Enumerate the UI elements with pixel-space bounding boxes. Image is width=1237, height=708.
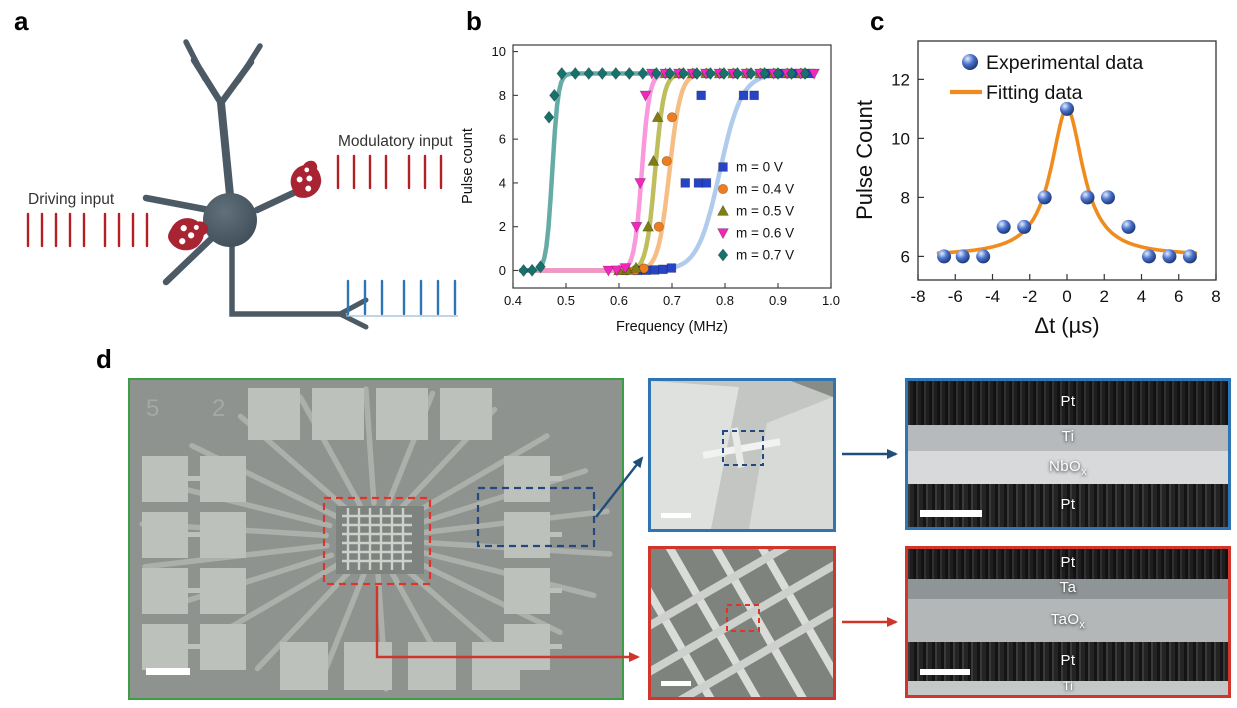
red-dashed-roi bbox=[726, 604, 760, 632]
y-axis-ticks: 6 8 10 12 bbox=[891, 70, 924, 266]
layer-pt: Pt bbox=[908, 381, 1228, 425]
svg-text:Experimental data: Experimental data bbox=[986, 52, 1143, 74]
svg-text:6: 6 bbox=[901, 247, 910, 266]
tem-nbox-stack: Pt Ti NbOx Pt bbox=[908, 381, 1228, 527]
svg-text:Fitting data: Fitting data bbox=[986, 82, 1083, 104]
svg-text:8: 8 bbox=[901, 188, 910, 207]
red-dashed-roi bbox=[322, 496, 432, 586]
x-axis-label: Frequency (MHz) bbox=[616, 319, 728, 335]
y-axis-label: Pulse Count bbox=[856, 100, 877, 220]
svg-text:m = 0.5 V: m = 0.5 V bbox=[736, 204, 794, 219]
layer-ta: Ta bbox=[908, 579, 1228, 599]
svg-text:m = 0 V: m = 0 V bbox=[736, 160, 783, 175]
scale-bar bbox=[661, 513, 691, 518]
svg-text:0.9: 0.9 bbox=[769, 293, 787, 308]
chip-digit-2: 2 bbox=[212, 395, 225, 422]
panel-label-a: a bbox=[14, 6, 29, 36]
panel-label-c: c bbox=[870, 6, 885, 36]
driving-synapse-blob bbox=[168, 218, 209, 251]
svg-text:4: 4 bbox=[499, 175, 506, 190]
neuron-soma bbox=[203, 193, 257, 247]
layer-pt: Pt bbox=[908, 549, 1228, 579]
driving-input-label: Driving input bbox=[28, 191, 115, 208]
svg-text:0.6: 0.6 bbox=[610, 293, 628, 308]
layer-pt-bottom: Pt bbox=[908, 484, 1228, 527]
tem-taox-frame: Pt Ta TaOx Pt Ti bbox=[905, 546, 1231, 698]
svg-text:0.8: 0.8 bbox=[716, 293, 734, 308]
driving-spike-train bbox=[26, 212, 149, 248]
data-markers bbox=[518, 66, 821, 278]
blue-dashed-roi bbox=[722, 430, 764, 466]
chip-crossbar-grid bbox=[342, 508, 412, 570]
svg-text:m = 0.7 V: m = 0.7 V bbox=[736, 248, 794, 263]
svg-text:0.4: 0.4 bbox=[504, 293, 522, 308]
x-axis-label: Δt (µs) bbox=[1034, 313, 1099, 338]
panel-label-d: d bbox=[96, 344, 112, 374]
device-wires bbox=[702, 427, 781, 468]
svg-text:8: 8 bbox=[499, 88, 506, 103]
svg-text:-8: -8 bbox=[910, 287, 925, 306]
neuron-axon bbox=[229, 243, 369, 330]
svg-text:2: 2 bbox=[499, 219, 506, 234]
experimental-points bbox=[937, 101, 1197, 264]
svg-text:2: 2 bbox=[1100, 287, 1109, 306]
plot-frame bbox=[917, 40, 1217, 281]
svg-text:10: 10 bbox=[492, 44, 506, 59]
sem-taox-array-image bbox=[651, 549, 833, 697]
legend: Experimental data Fitting data bbox=[950, 52, 1143, 104]
scale-bar bbox=[146, 668, 190, 675]
layer-ti: Ti bbox=[908, 425, 1228, 451]
crossbar-bars bbox=[651, 549, 833, 697]
y-axis-label: Pulse count bbox=[460, 128, 476, 204]
modulatory-synapse-blob bbox=[290, 160, 322, 198]
chip-digit-5: 5 bbox=[146, 395, 159, 422]
layer-nbox: NbOx bbox=[908, 451, 1228, 484]
blue-dashed-roi bbox=[476, 486, 596, 548]
sem-chip-frame: 5 2 bbox=[128, 378, 624, 700]
legend: m = 0 V m = 0.4 V m = 0.5 V m = 0.6 V m = 0.… bbox=[717, 160, 794, 263]
sem-nbox-device-frame bbox=[648, 378, 836, 532]
svg-text:m = 0.6 V: m = 0.6 V bbox=[736, 226, 794, 241]
svg-text:1.0: 1.0 bbox=[822, 293, 840, 308]
tem-nbox-frame: Pt Ti NbOx Pt bbox=[905, 378, 1231, 530]
sem-taox-array-frame bbox=[648, 546, 836, 700]
panel-label-b: b bbox=[466, 6, 482, 36]
scale-bar bbox=[661, 681, 691, 686]
tem-taox-stack: Pt Ta TaOx Pt Ti bbox=[908, 549, 1228, 695]
modulatory-input-label: Modulatory input bbox=[338, 133, 453, 150]
svg-text:-4: -4 bbox=[985, 287, 1000, 306]
x-axis-ticks: -8 -6 -4 -2 0 2 4 6 8 bbox=[910, 274, 1221, 306]
svg-text:0: 0 bbox=[499, 263, 506, 278]
scale-bar bbox=[920, 669, 970, 675]
layer-ti-bottom: Ti bbox=[908, 679, 1228, 695]
svg-text:-6: -6 bbox=[948, 287, 963, 306]
svg-text:4: 4 bbox=[1137, 287, 1146, 306]
svg-text:12: 12 bbox=[891, 70, 910, 89]
svg-text:8: 8 bbox=[1211, 287, 1220, 306]
svg-text:0.7: 0.7 bbox=[663, 293, 681, 308]
svg-text:0.5: 0.5 bbox=[557, 293, 575, 308]
output-spike-train bbox=[346, 279, 457, 316]
svg-text:10: 10 bbox=[891, 129, 910, 148]
svg-text:m = 0.4 V: m = 0.4 V bbox=[736, 182, 794, 197]
svg-text:6: 6 bbox=[1174, 287, 1183, 306]
scale-bar bbox=[920, 510, 982, 517]
svg-text:6: 6 bbox=[499, 132, 506, 147]
modulatory-spike-train bbox=[336, 154, 443, 190]
layer-pt-bottom: Pt bbox=[908, 642, 1228, 681]
x-axis-ticks: 0.4 0.5 0.6 0.7 0.8 0.9 1.0 bbox=[504, 283, 840, 308]
sem-chip-image: 5 2 bbox=[130, 380, 622, 698]
neuron-schematic: Driving input Modulatory input bbox=[26, 39, 458, 330]
svg-text:-2: -2 bbox=[1022, 287, 1037, 306]
y-axis-ticks: 0 2 4 6 8 10 bbox=[492, 44, 518, 278]
svg-text:0: 0 bbox=[1062, 287, 1071, 306]
layer-taox: TaOx bbox=[908, 599, 1228, 642]
sem-nbox-device-image bbox=[651, 381, 833, 529]
fit-curve bbox=[936, 106, 1198, 255]
panel-c-chart: Δt (µs) Pulse Count -8 -6 -4 -2 0 2 4 6 8 6 8 10 12 E… bbox=[856, 40, 1221, 338]
panel-b-chart: Frequency (MHz) Pulse count 0.4 0.5 0.6 0.7… bbox=[460, 44, 840, 335]
